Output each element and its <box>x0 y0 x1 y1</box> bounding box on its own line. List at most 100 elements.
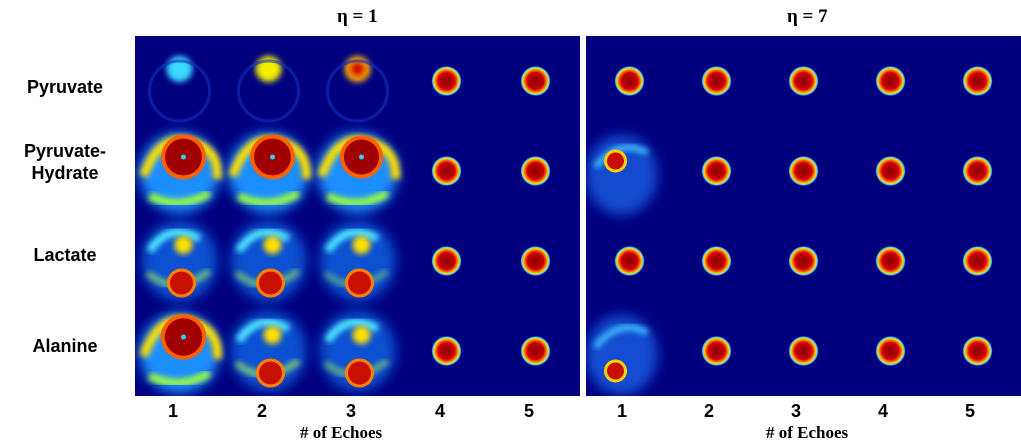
signal-core <box>256 358 285 388</box>
signal-blob <box>174 236 193 254</box>
image-cell-alanine-echo-1 <box>586 315 658 395</box>
image-cell-alanine-echo-2 <box>701 336 732 366</box>
image-cell-pyruvate-hydrate-echo-1 <box>139 133 223 213</box>
signal-core <box>167 268 196 298</box>
signal-core <box>345 358 374 388</box>
image-cell-pyruvate-hydrate-echo-1 <box>586 135 658 215</box>
signal-blob <box>263 326 282 344</box>
signal-core <box>604 149 627 173</box>
signal-blob <box>352 236 371 254</box>
image-cell-pyruvate-echo-4 <box>431 66 462 96</box>
phantom-dot <box>962 156 993 186</box>
echo-label-1: 1 <box>616 401 627 421</box>
image-cell-alanine-echo-1 <box>139 313 223 393</box>
row-label-alanine: Alanine <box>0 335 130 357</box>
vessel-center <box>270 154 275 160</box>
image-cell-pyruvate-echo-1 <box>148 56 211 123</box>
row-label-lactate: Lactate <box>0 244 130 266</box>
phantom-dot <box>875 336 906 366</box>
image-cell-alanine-echo-4 <box>875 336 906 366</box>
image-cell-lactate-echo-4 <box>875 246 906 276</box>
image-cell-alanine-echo-2 <box>230 311 307 391</box>
phantom-dot <box>520 156 551 186</box>
tissue-band <box>324 228 380 254</box>
image-cell-pyruvate-echo-4 <box>875 66 906 96</box>
tissue-band <box>146 228 202 254</box>
image-cell-lactate-echo-2 <box>701 246 732 276</box>
phantom-dot <box>431 246 462 276</box>
phantom-dot <box>614 66 645 96</box>
image-cell-lactate-echo-1 <box>614 246 645 276</box>
row-label-pyruvate-hydrate: Pyruvate- Hydrate <box>0 140 130 184</box>
phantom-dot <box>875 246 906 276</box>
phantom-dot <box>431 66 462 96</box>
tissue-band <box>147 369 212 387</box>
image-cell-pyruvate-echo-2 <box>701 66 732 96</box>
row-label-line: Pyruvate- <box>23 141 107 161</box>
image-cell-lactate-echo-4 <box>431 246 462 276</box>
row-label-line: Hydrate <box>31 163 99 183</box>
image-cell-pyruvate-hydrate-echo-4 <box>875 156 906 186</box>
phantom-dot <box>875 66 906 96</box>
image-cell-pyruvate-echo-3 <box>326 56 389 123</box>
image-cell-pyruvate-hydrate-echo-5 <box>520 156 551 186</box>
phantom-dot <box>962 66 993 96</box>
image-cell-pyruvate-hydrate-echo-2 <box>701 156 732 186</box>
signal-core <box>604 359 627 383</box>
signal-core <box>345 268 374 298</box>
image-cell-pyruvate-echo-2 <box>237 56 300 123</box>
phantom-dot <box>431 156 462 186</box>
image-cell-pyruvate-hydrate-echo-4 <box>431 156 462 186</box>
tissue-band <box>147 189 212 207</box>
image-cell-lactate-echo-3 <box>319 221 396 301</box>
panel-title-eta-7: η = 7 <box>787 6 828 27</box>
image-cell-lactate-echo-1 <box>141 221 218 301</box>
image-cell-pyruvate-echo-1 <box>614 66 645 96</box>
image-cell-pyruvate-echo-5 <box>520 66 551 96</box>
row-label-line: Alanine <box>32 336 98 356</box>
echo-label-3: 3 <box>345 401 356 421</box>
image-cell-lactate-echo-3 <box>788 246 819 276</box>
echo-label-1: 1 <box>167 401 178 421</box>
image-cell-pyruvate-hydrate-echo-3 <box>788 156 819 186</box>
tissue-band <box>324 318 380 344</box>
image-cell-alanine-echo-5 <box>962 336 993 366</box>
image-cell-lactate-echo-5 <box>520 246 551 276</box>
echo-label-2: 2 <box>256 401 267 421</box>
phantom-dot <box>701 336 732 366</box>
signal-blob <box>352 326 371 344</box>
echo-label-5: 5 <box>964 401 975 421</box>
phantom-dot <box>701 156 732 186</box>
tissue-band <box>235 318 291 344</box>
phantom-dot <box>875 156 906 186</box>
phantom-dot <box>788 66 819 96</box>
phantom-dot <box>431 336 462 366</box>
image-cell-alanine-echo-4 <box>431 336 462 366</box>
tissue-band <box>235 228 291 254</box>
faint-ring <box>237 59 300 123</box>
image-cell-pyruvate-hydrate-echo-5 <box>962 156 993 186</box>
panel-title-eta-1: η = 1 <box>337 6 378 27</box>
signal-core <box>350 62 365 76</box>
x-axis-label-eta-1: # of Echoes <box>300 423 383 442</box>
tissue-band <box>593 144 649 169</box>
echo-label-4: 4 <box>877 401 888 421</box>
image-grid-eta-1 <box>135 36 580 396</box>
echo-label-3: 3 <box>790 401 801 421</box>
phantom-dot <box>614 246 645 276</box>
image-cell-alanine-echo-5 <box>520 336 551 366</box>
row-label-line: Lactate <box>33 245 97 265</box>
image-cell-alanine-echo-3 <box>788 336 819 366</box>
vessel-center <box>359 154 364 160</box>
signal-core <box>256 268 285 298</box>
phantom-dot <box>788 336 819 366</box>
phantom-dot <box>520 246 551 276</box>
phantom-dot <box>788 156 819 186</box>
image-cell-pyruvate-hydrate-echo-2 <box>228 133 312 213</box>
tissue-band <box>236 189 301 207</box>
phantom-dot <box>701 66 732 96</box>
faint-ring <box>326 59 389 123</box>
phantom-dot <box>788 246 819 276</box>
phantom-dot <box>520 66 551 96</box>
faint-ring <box>148 59 211 123</box>
